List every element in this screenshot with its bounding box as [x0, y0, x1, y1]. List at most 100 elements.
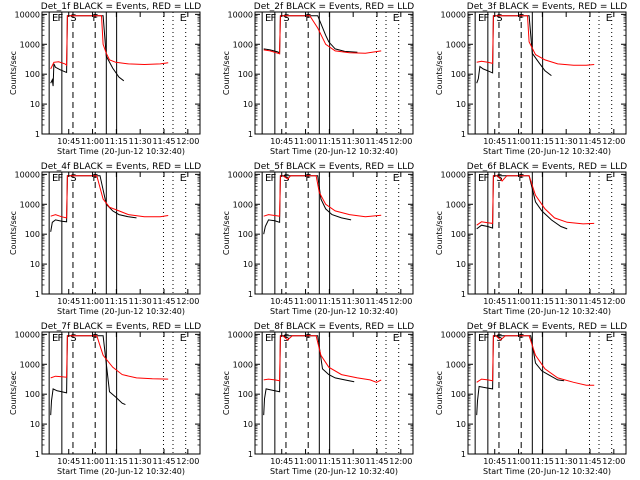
y-tick-label: 10000: [228, 170, 253, 179]
x-tick-label: 11:45: [365, 137, 388, 146]
plot-frame: [41, 171, 201, 295]
x-tick-label: 11:45: [152, 297, 175, 306]
x-tick-label: 11:30: [342, 137, 365, 146]
x-tick-label: 12:00: [389, 297, 412, 306]
x-tick-label: 10:45: [57, 137, 80, 146]
segment-letter: S: [283, 13, 289, 24]
y-tick-label: 100: [25, 390, 40, 399]
segment-markers: [261, 12, 400, 134]
y-tick-label: 10: [30, 260, 40, 269]
y-tick-label: 10000: [15, 330, 40, 339]
segment-letter: F: [483, 173, 489, 184]
x-axis-label: Start Time (20-Jun-12 10:32:40): [57, 467, 185, 476]
segment-letter: F: [518, 13, 524, 24]
y-tick-label: 1: [35, 130, 40, 139]
series-lld-line: [263, 335, 382, 383]
x-tick-label: 11:30: [342, 457, 365, 466]
x-tick-label: 12:00: [389, 457, 412, 466]
segment-letter: F: [270, 333, 276, 344]
x-tick-label: 11:00: [81, 297, 104, 306]
x-tick-label: 12:00: [176, 137, 199, 146]
x-tick-label: 11:30: [129, 457, 152, 466]
y-tick-label: 100: [238, 230, 253, 239]
panel-title: Det_8f BLACK = Events, RED = LLD: [254, 322, 414, 332]
x-tick-label: 10:45: [270, 297, 293, 306]
x-tick-label: 11:15: [531, 457, 554, 466]
segment-letter: E: [180, 333, 186, 344]
segment-letter: E: [393, 173, 399, 184]
segment-letter: F: [57, 13, 63, 24]
y-axis-label: Counts/sec: [9, 211, 18, 255]
x-tick-label: 11:15: [105, 457, 128, 466]
plot-frame: [467, 171, 627, 295]
panel-title: Det_1f BLACK = Events, RED = LLD: [41, 2, 201, 12]
y-tick-label: 10000: [441, 170, 466, 179]
x-tick-label: 11:30: [555, 137, 578, 146]
x-tick-label: 11:00: [294, 457, 317, 466]
segment-letter: F: [57, 333, 63, 344]
series-lld-line: [50, 175, 169, 219]
y-tick-label: 1: [461, 290, 466, 299]
y-tick-label: 1: [35, 290, 40, 299]
series-events-line: [263, 335, 355, 416]
y-axis-label: Counts/sec: [9, 371, 18, 415]
y-axis-label: Counts/sec: [435, 371, 444, 415]
series-events-line: [50, 175, 137, 232]
series-lld-line: [476, 15, 595, 66]
y-tick-label: 10: [456, 420, 466, 429]
y-tick-label: 1: [248, 450, 253, 459]
x-tick-label: 12:00: [602, 457, 625, 466]
plot-frame: [41, 11, 201, 135]
segment-letter: E: [393, 333, 399, 344]
x-tick-label: 11:30: [555, 457, 578, 466]
x-axis-label: Start Time (20-Jun-12 10:32:40): [270, 307, 398, 316]
x-axis-label: Start Time (20-Jun-12 10:32:40): [270, 467, 398, 476]
plot-frame: [467, 331, 627, 455]
y-tick-label: 10000: [15, 170, 40, 179]
x-tick-label: 12:00: [602, 297, 625, 306]
segment-letter: S: [70, 13, 76, 24]
segment-letter: S: [70, 173, 76, 184]
x-tick-label: 11:00: [507, 297, 530, 306]
x-tick-label: 11:45: [578, 137, 601, 146]
segment-letter: F: [305, 173, 311, 184]
y-axis-label: Counts/sec: [222, 211, 231, 255]
y-tick-label: 10000: [441, 330, 466, 339]
panel-title: Det_9f BLACK = Events, RED = LLD: [467, 322, 627, 332]
x-tick-label: 10:45: [57, 457, 80, 466]
x-tick-label: 11:30: [129, 297, 152, 306]
segment-letter: E: [52, 333, 58, 344]
y-tick-label: 10: [456, 260, 466, 269]
x-tick-label: 11:15: [318, 297, 341, 306]
plot-frame: [41, 331, 201, 455]
y-tick-label: 10: [243, 420, 253, 429]
x-axis-label: Start Time (20-Jun-12 10:32:40): [483, 307, 611, 316]
x-axis-label: Start Time (20-Jun-12 10:32:40): [57, 147, 185, 156]
y-axis-label: Counts/sec: [222, 51, 231, 95]
segment-markers: [474, 12, 613, 134]
x-tick-label: 11:30: [342, 297, 365, 306]
series-events-line: [50, 15, 125, 87]
segment-letter: E: [180, 13, 186, 24]
segment-letter: E: [606, 13, 612, 24]
y-tick-label: 10000: [15, 10, 40, 19]
x-tick-label: 11:45: [152, 137, 175, 146]
x-tick-label: 11:45: [578, 297, 601, 306]
segment-letter: F: [92, 173, 98, 184]
x-tick-label: 11:45: [578, 457, 601, 466]
y-tick-label: 1: [35, 450, 40, 459]
panel-title: Det_2f BLACK = Events, RED = LLD: [254, 2, 414, 12]
series-lld-line: [50, 15, 169, 70]
y-tick-label: 1000: [233, 200, 253, 209]
segment-markers: [474, 332, 613, 454]
segment-markers: [48, 332, 187, 454]
series-lld-line: [476, 175, 595, 226]
y-axis-label: Counts/sec: [222, 371, 231, 415]
y-tick-label: 1000: [446, 40, 466, 49]
segment-letter: E: [52, 173, 58, 184]
